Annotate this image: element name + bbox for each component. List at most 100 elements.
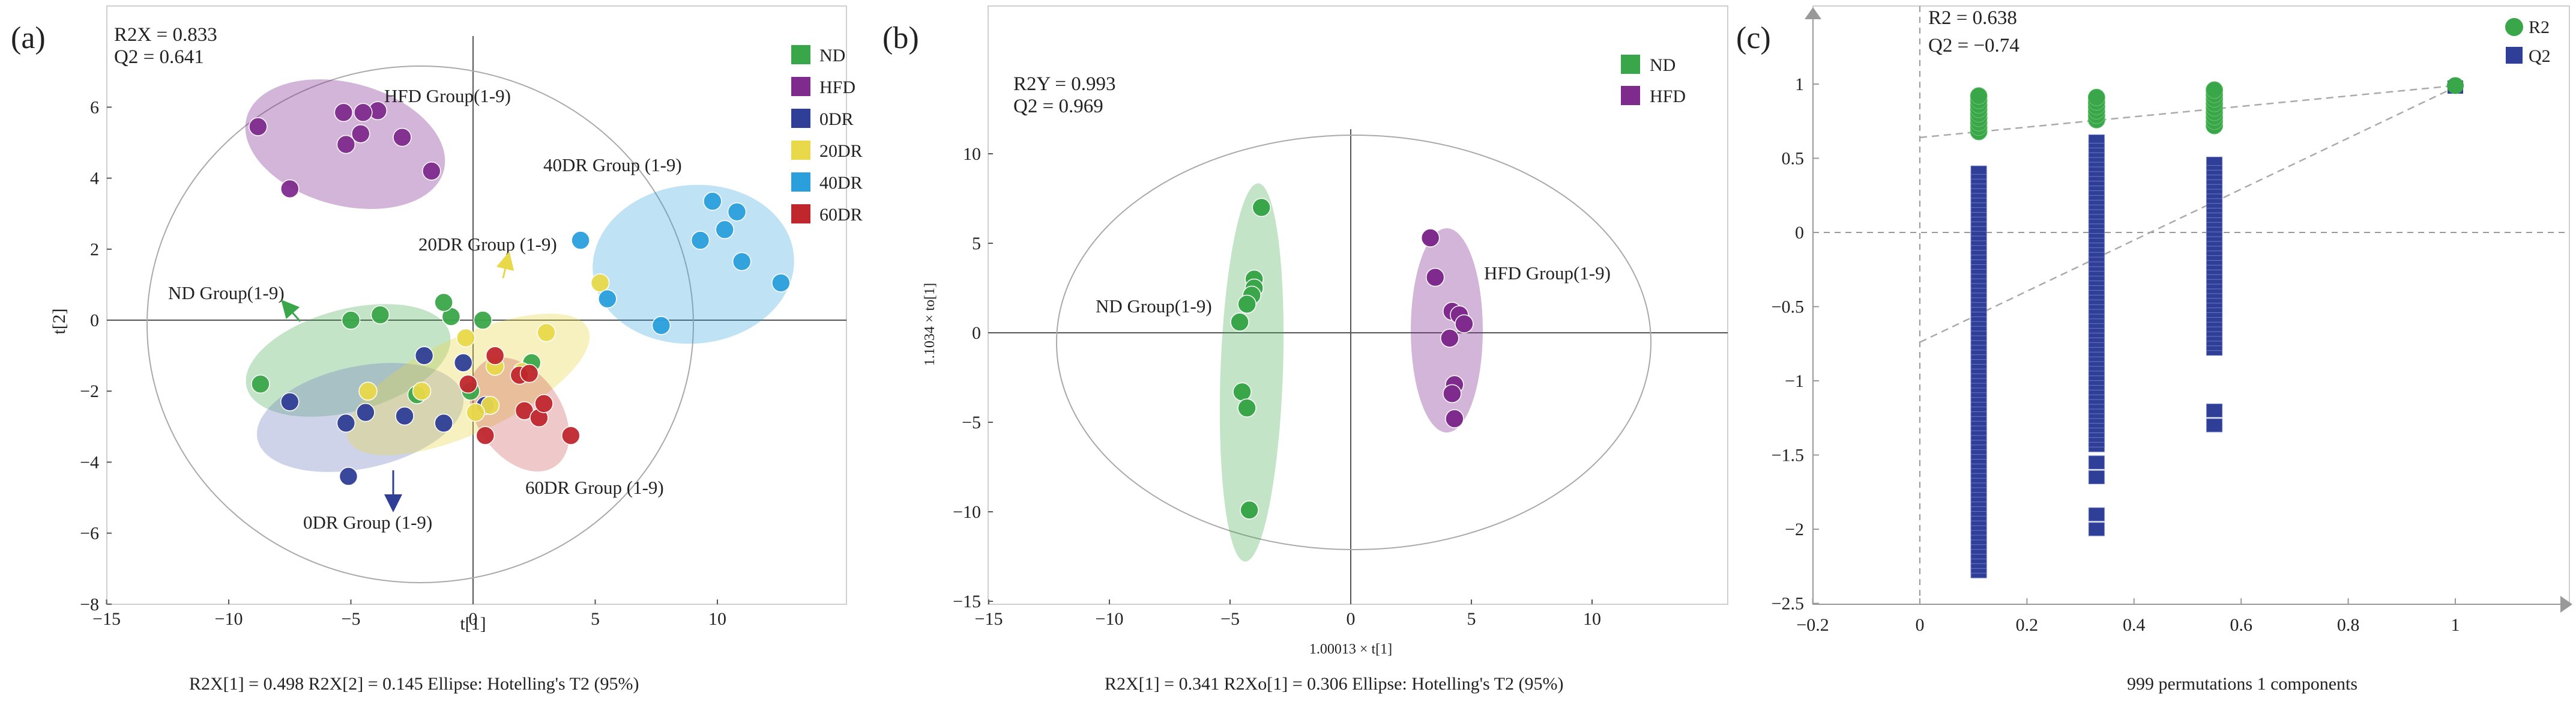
point-hfd	[422, 162, 441, 181]
point-hfd	[393, 127, 412, 147]
b-ytick-label: 10	[963, 144, 981, 164]
panel-b-points	[1230, 198, 1474, 520]
a-xtick-label: 0	[469, 609, 478, 629]
point-0dr	[339, 467, 358, 486]
c-xtick-label: 1	[2451, 615, 2460, 635]
r2-original-point	[2447, 77, 2464, 94]
q2-permutation-point	[2206, 403, 2223, 417]
c-ytick-label: −1	[1785, 371, 1804, 391]
panel-a-xlabel: t[1]	[460, 614, 486, 634]
b-xtick-label: −10	[1096, 609, 1124, 629]
panel-c-points	[1970, 77, 2464, 578]
a-ytick-label: 6	[90, 97, 99, 117]
b-xtick-label: 10	[1583, 609, 1601, 629]
panel-a-points	[249, 101, 791, 486]
panel-a-stat-q2: Q2 = 0.641	[114, 46, 204, 68]
point-60dr	[485, 346, 505, 365]
panel-c-regression-lines	[1919, 85, 2456, 343]
group-label-hfd-b: HFD Group(1-9)	[1484, 262, 1611, 284]
point-b-nd	[1237, 398, 1256, 417]
nd-arrow	[281, 299, 301, 322]
point-20dr	[358, 381, 378, 401]
point-0dr	[336, 413, 356, 433]
r2-permutation-point	[2087, 88, 2105, 106]
point-60dr	[534, 394, 554, 413]
point-20dr	[456, 328, 475, 348]
c-ytick-label: −0.5	[1772, 297, 1804, 317]
q2-permutation-point	[2088, 134, 2105, 144]
legend-swatch-60dr	[791, 204, 810, 223]
point-20dr	[537, 323, 556, 342]
20dr-arrow	[496, 251, 514, 279]
c-ytick-label: −2	[1785, 520, 1804, 539]
c-ytick-label: 1	[1795, 74, 1804, 94]
c-xtick-label: 0.4	[2123, 615, 2146, 635]
c-xtick-label: −0.2	[1796, 615, 1829, 635]
panel-a-stat-r2x: R2X = 0.833	[114, 24, 217, 46]
point-b-hfd	[1440, 329, 1459, 348]
point-20dr	[412, 381, 432, 401]
b-ytick-label: −10	[953, 502, 981, 522]
c-ytick-label: 0.5	[1782, 149, 1805, 169]
point-60dr	[475, 426, 495, 445]
point-b-hfd	[1420, 228, 1440, 247]
legend-label-hfd: HFD	[819, 77, 855, 97]
b-xtick-label: 5	[1467, 609, 1476, 629]
point-nd	[473, 311, 493, 330]
group-label-nd: ND Group(1-9)	[168, 282, 285, 303]
r2-permutation-point	[1970, 87, 1988, 105]
c-ytick-label: 0	[1795, 223, 1804, 243]
panel-b-stat-q2: Q2 = 0.969	[1013, 96, 1103, 117]
c-xtick-label: 0.6	[2230, 615, 2252, 635]
b-ytick-label: 0	[972, 323, 981, 343]
q2-permutation-point	[2088, 455, 2105, 470]
point-b-hfd	[1425, 267, 1445, 287]
point-hfd	[334, 103, 354, 123]
b-ytick-label: −15	[953, 592, 981, 611]
point-0dr	[434, 413, 453, 433]
point-nd	[370, 305, 390, 324]
b-ytick-label: −5	[962, 413, 981, 432]
panel-b-footer: R2X[1] = 0.341 R2Xo[1] = 0.306 Ellipse: …	[1105, 674, 1563, 694]
legend-swatch-nd	[791, 45, 810, 64]
panel-c: (c) −0.2 0 0.2 0.4 0.6 0.8 1 −2.5 −2 −1.5 −1 −0.5 0 0…	[1736, 5, 2572, 694]
point-40dr	[703, 192, 722, 211]
b-xtick-label: 0	[1347, 609, 1356, 629]
point-40dr	[598, 289, 617, 309]
panel-a-legend: ND HFD 0DR 20DR 40DR 60DR	[791, 45, 863, 225]
group-label-60dr: 60DR Group (1-9)	[525, 477, 664, 498]
legend-label-60dr: 60DR	[819, 205, 863, 225]
point-b-nd	[1237, 294, 1256, 314]
panel-a-label: (a)	[11, 21, 46, 55]
legend-c-marker-r2	[2505, 18, 2523, 36]
c-xtick-label: 0.8	[2337, 615, 2360, 635]
a-ytick-label: −2	[80, 381, 99, 401]
panel-a-hotelling-ellipse	[146, 65, 694, 583]
point-b-nd	[1240, 500, 1259, 520]
panel-c-ticks: −0.2 0 0.2 0.4 0.6 0.8 1 −2.5 −2 −1.5 −1 −0.5 0 0.5 1	[1772, 74, 2460, 635]
panel-a-footer: R2X[1] = 0.498 R2X[2] = 0.145 Ellipse: H…	[189, 674, 639, 694]
q2-permutation-point	[2088, 522, 2105, 536]
a-xtick-label: 5	[591, 609, 600, 629]
nd-ellipse	[246, 304, 451, 417]
b-xtick-label: −15	[975, 609, 1003, 629]
c-ytick-label: −2.5	[1772, 594, 1804, 614]
panel-a-ticks: −15 −10 −5 0 5 10 −8 −6 −4 −2 0 2 4 6	[80, 97, 726, 629]
point-40dr	[771, 273, 791, 293]
legend-swatch-0dr	[791, 109, 810, 128]
point-0dr	[414, 346, 434, 365]
a-xtick-label: −15	[92, 609, 121, 629]
panel-b-hotelling-ellipse	[1056, 135, 1651, 550]
c-xtick-label: 0	[1916, 615, 1925, 635]
point-60dr	[459, 374, 478, 394]
group-label-0dr: 0DR Group (1-9)	[303, 512, 432, 533]
point-40dr	[690, 231, 710, 250]
group-label-hfd: HFD Group(1-9)	[384, 85, 511, 106]
a-ytick-label: 4	[90, 169, 99, 189]
legend-swatch-20dr	[791, 141, 810, 160]
a-xtick-label: −10	[215, 609, 243, 629]
a-ytick-label: 0	[90, 311, 99, 330]
group-label-nd-b: ND Group(1-9)	[1096, 296, 1212, 317]
